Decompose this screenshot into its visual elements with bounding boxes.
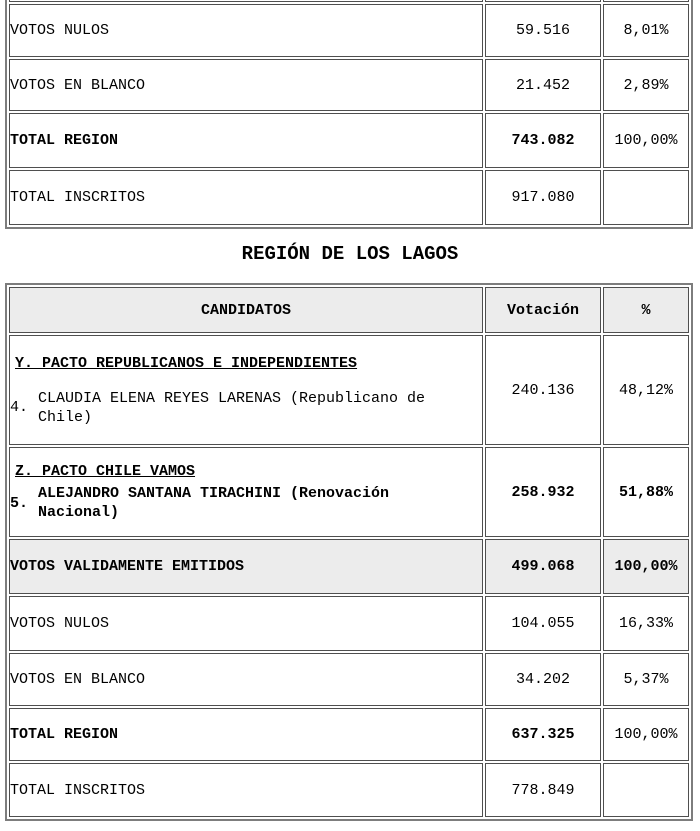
header-percent: %	[603, 287, 689, 333]
region-summary-table: VOTOS NULOS 59.516 8,01% VOTOS EN BLANCO…	[5, 0, 693, 229]
label-cell: VOTOS NULOS	[9, 596, 483, 651]
label-cell: VOTOS VALIDAMENTE EMITIDOS	[9, 539, 483, 594]
percent-cell	[603, 763, 689, 817]
label-cell: TOTAL REGION	[9, 113, 483, 168]
votacion-cell: 104.055	[485, 596, 601, 651]
votacion-cell: 637.325	[485, 708, 601, 761]
votacion-cell: 34.202	[485, 653, 601, 706]
percent-cell: 100,00%	[603, 539, 689, 594]
votacion-cell: 21.452	[485, 59, 601, 111]
label-cell: VOTOS NULOS	[9, 4, 483, 57]
percent-cell: 51,88%	[603, 447, 689, 537]
candidate-cell: Y. PACTO REPUBLICANOS E INDEPENDIENTES 4…	[9, 335, 483, 445]
label-cell: TOTAL INSCRITOS	[9, 170, 483, 225]
votacion-cell: 778.849	[485, 763, 601, 817]
candidate-number: 4.	[10, 399, 29, 416]
percent-cell: 48,12%	[603, 335, 689, 445]
label-cell: VOTOS EN BLANCO	[9, 59, 483, 111]
percent-cell: 100,00%	[603, 113, 689, 168]
row-total-region: TOTAL REGION 637.325 100,00%	[9, 708, 689, 761]
label-cell: VOTOS EN BLANCO	[9, 653, 483, 706]
votacion-cell: 258.932	[485, 447, 601, 537]
header-candidatos: CANDIDATOS	[9, 287, 483, 333]
candidate-number: 5.	[10, 494, 29, 512]
row-votos-nulos: VOTOS NULOS 59.516 8,01%	[9, 4, 689, 57]
percent-cell: 8,01%	[603, 4, 689, 57]
percent-cell: 16,33%	[603, 596, 689, 651]
pacto-heading: Y. PACTO REPUBLICANOS E INDEPENDIENTES	[15, 354, 358, 372]
votacion-cell: 743.082	[485, 113, 601, 168]
candidate-name: CLAUDIA ELENA REYES LARENAS (Republicano…	[38, 389, 426, 426]
votacion-cell: 240.136	[485, 335, 601, 445]
percent-cell	[603, 170, 689, 225]
row-total-inscritos: TOTAL INSCRITOS 917.080	[9, 170, 689, 225]
percent-cell: 2,89%	[603, 59, 689, 111]
row-votos-nulos: VOTOS NULOS 104.055 16,33%	[9, 596, 689, 651]
candidate-line: 5. ALEJANDRO SANTANA TIRACHINI (Renovaci…	[10, 484, 482, 522]
row-candidate-5: Z. PACTO CHILE VAMOS 5. ALEJANDRO SANTAN…	[9, 447, 689, 537]
candidate-cell: Z. PACTO CHILE VAMOS 5. ALEJANDRO SANTAN…	[9, 447, 483, 537]
row-votos-validamente-emitidos: VOTOS VALIDAMENTE EMITIDOS 499.068 100,0…	[9, 539, 689, 594]
votacion-cell	[485, 0, 601, 2]
header-votacion: Votación	[485, 287, 601, 333]
label-cell: TOTAL REGION	[9, 708, 483, 761]
percent-cell: 5,37%	[603, 653, 689, 706]
candidate-line: 4. CLAUDIA ELENA REYES LARENAS (Republic…	[10, 389, 482, 427]
row-candidate-4: Y. PACTO REPUBLICANOS E INDEPENDIENTES 4…	[9, 335, 689, 445]
percent-cell	[603, 0, 689, 2]
row-votos-en-blanco: VOTOS EN BLANCO 21.452 2,89%	[9, 59, 689, 111]
table-row-clipped	[9, 0, 689, 2]
row-total-inscritos: TOTAL INSCRITOS 778.849	[9, 763, 689, 817]
row-total-region: TOTAL REGION 743.082 100,00%	[9, 113, 689, 168]
percent-cell: 100,00%	[603, 708, 689, 761]
region-los-lagos-table: CANDIDATOS Votación % Y. PACTO REPUBLICA…	[5, 283, 693, 821]
pacto-heading: Z. PACTO CHILE VAMOS	[15, 463, 196, 480]
label-cell	[9, 0, 483, 2]
candidate-name: ALEJANDRO SANTANA TIRACHINI (Renovación …	[38, 485, 390, 521]
votacion-cell: 917.080	[485, 170, 601, 225]
label-cell: TOTAL INSCRITOS	[9, 763, 483, 817]
votacion-cell: 499.068	[485, 539, 601, 594]
section-title: REGIÓN DE LOS LAGOS	[241, 243, 459, 265]
header-row: CANDIDATOS Votación %	[9, 287, 689, 333]
votacion-cell: 59.516	[485, 4, 601, 57]
row-votos-en-blanco: VOTOS EN BLANCO 34.202 5,37%	[9, 653, 689, 706]
